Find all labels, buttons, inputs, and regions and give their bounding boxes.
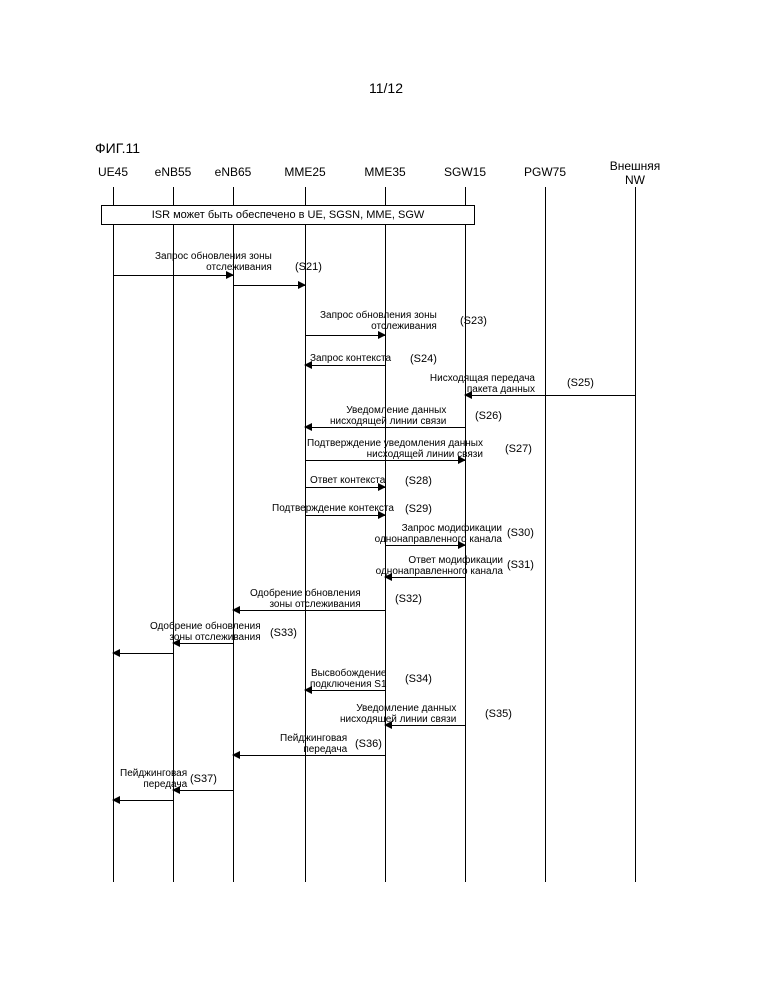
sequence-diagram: UE45 eNB55 eNB65 MME25 MME35 SGW15 PGW75… [95, 165, 705, 885]
s27-l1: Подтверждение уведомления данных [307, 438, 483, 449]
s21-step: (S21) [295, 261, 322, 273]
s25-l2: пакета данных [467, 384, 535, 395]
s31-arrow [385, 577, 465, 578]
s24-label: Запрос контекста [310, 353, 391, 364]
s31-l2: однонаправленного канала [376, 566, 503, 577]
s33-l1: Одобрение обновления [150, 621, 261, 632]
s23-label: Запрос обновления зоны отслеживания [320, 310, 437, 332]
actor-ext: Внешняя NW [610, 159, 661, 187]
s37-l2: передача [143, 779, 187, 790]
s26-label: Уведомление данных нисходящей линии связ… [330, 405, 446, 427]
s31-l1: Ответ модификации [408, 555, 503, 566]
s28-arrow [305, 487, 385, 488]
s33-arrow-b [113, 653, 173, 654]
s35-l2: нисходящей линии связи [340, 714, 456, 725]
s36-label: Пейджинговая передача [280, 733, 347, 755]
s36-arrow [233, 755, 385, 756]
actor-pgw75: PGW75 [524, 165, 566, 179]
s37-arrow-b [113, 800, 173, 801]
s34-l2: подключения S1 [310, 679, 387, 690]
lifeline-mme25 [305, 187, 306, 882]
s33-step: (S33) [270, 627, 297, 639]
s26-step: (S26) [475, 410, 502, 422]
s26-arrow [305, 427, 465, 428]
s32-label: Одобрение обновления зоны отслеживания [250, 588, 361, 610]
lifeline-pgw75 [545, 187, 546, 882]
s30-label: Запрос модификации однонаправленного кан… [372, 523, 502, 545]
s23-l1: Запрос обновления зоны [320, 310, 437, 321]
s26-l2: нисходящей линии связи [330, 416, 446, 427]
s36-l1: Пейджинговая [280, 733, 347, 744]
s27-step: (S27) [505, 443, 532, 455]
s33-arrow-a [173, 643, 233, 644]
s31-step: (S31) [507, 559, 534, 571]
s24-step: (S24) [410, 353, 437, 365]
s21-arrow [113, 275, 233, 276]
s22-arrow [233, 285, 305, 286]
s30-step: (S30) [507, 527, 534, 539]
s34-arrow [305, 690, 385, 691]
actor-ext-l1: Внешняя [610, 159, 661, 173]
s32-step: (S32) [395, 593, 422, 605]
s37-l1: Пейджинговая [120, 768, 187, 779]
isr-note: ISR может быть обеспечено в UE, SGSN, MM… [101, 205, 475, 225]
s30-l2: однонаправленного канала [375, 534, 502, 545]
lifeline-ext [635, 187, 636, 882]
s35-arrow [385, 725, 465, 726]
s33-label: Одобрение обновления зоны отслеживания [150, 621, 261, 643]
s35-label: Уведомление данных нисходящей линии связ… [340, 703, 456, 725]
s29-label: Подтверждение контекста [272, 503, 394, 514]
s23-arrow [305, 335, 385, 336]
lifeline-enb65 [233, 187, 234, 882]
lifeline-ue [113, 187, 114, 882]
s32-l2: зоны отслеживания [269, 599, 360, 610]
s29-step: (S29) [405, 503, 432, 515]
s30-arrow [385, 545, 465, 546]
s33-l2: зоны отслеживания [169, 632, 260, 643]
actor-enb55: eNB55 [155, 165, 192, 179]
s28-step: (S28) [405, 475, 432, 487]
s29-arrow [305, 515, 385, 516]
actor-ue: UE45 [98, 165, 128, 179]
s23-step: (S23) [460, 315, 487, 327]
s26-l1: Уведомление данных [346, 405, 446, 416]
s35-l1: Уведомление данных [356, 703, 456, 714]
s36-step: (S36) [355, 738, 382, 750]
s34-l1: Высвобождение [311, 668, 387, 679]
s32-l1: Одобрение обновления [250, 588, 361, 599]
actor-enb65: eNB65 [215, 165, 252, 179]
s28-label: Ответ контекста [310, 475, 385, 486]
s35-step: (S35) [485, 708, 512, 720]
s21-l1: Запрос обновления зоны [155, 251, 272, 262]
s27-arrow [305, 460, 465, 461]
s36-l2: передача [303, 744, 347, 755]
s27-label: Подтверждение уведомления данных нисходя… [307, 438, 483, 460]
s31-label: Ответ модификации однонаправленного кана… [373, 555, 503, 577]
s25-l1: Нисходящая передача [430, 373, 535, 384]
actor-mme25: MME25 [284, 165, 325, 179]
actor-mme35: MME35 [364, 165, 405, 179]
s25-arrow [465, 395, 635, 396]
actor-ext-l2: NW [625, 173, 645, 187]
s34-label: Высвобождение подключения S1 [310, 668, 387, 690]
page-number: 11/12 [369, 80, 403, 96]
s24-arrow [305, 365, 385, 366]
s21-l2: отслеживания [206, 262, 272, 273]
s37-step: (S37) [190, 773, 217, 785]
s30-l1: Запрос модификации [402, 523, 502, 534]
figure-label: ФИГ.11 [95, 140, 140, 156]
actor-sgw15: SGW15 [444, 165, 486, 179]
s25-step: (S25) [567, 377, 594, 389]
s32-arrow [233, 610, 385, 611]
s37-arrow-a [173, 790, 233, 791]
s34-step: (S34) [405, 673, 432, 685]
s21-label: Запрос обновления зоны отслеживания [155, 251, 272, 273]
